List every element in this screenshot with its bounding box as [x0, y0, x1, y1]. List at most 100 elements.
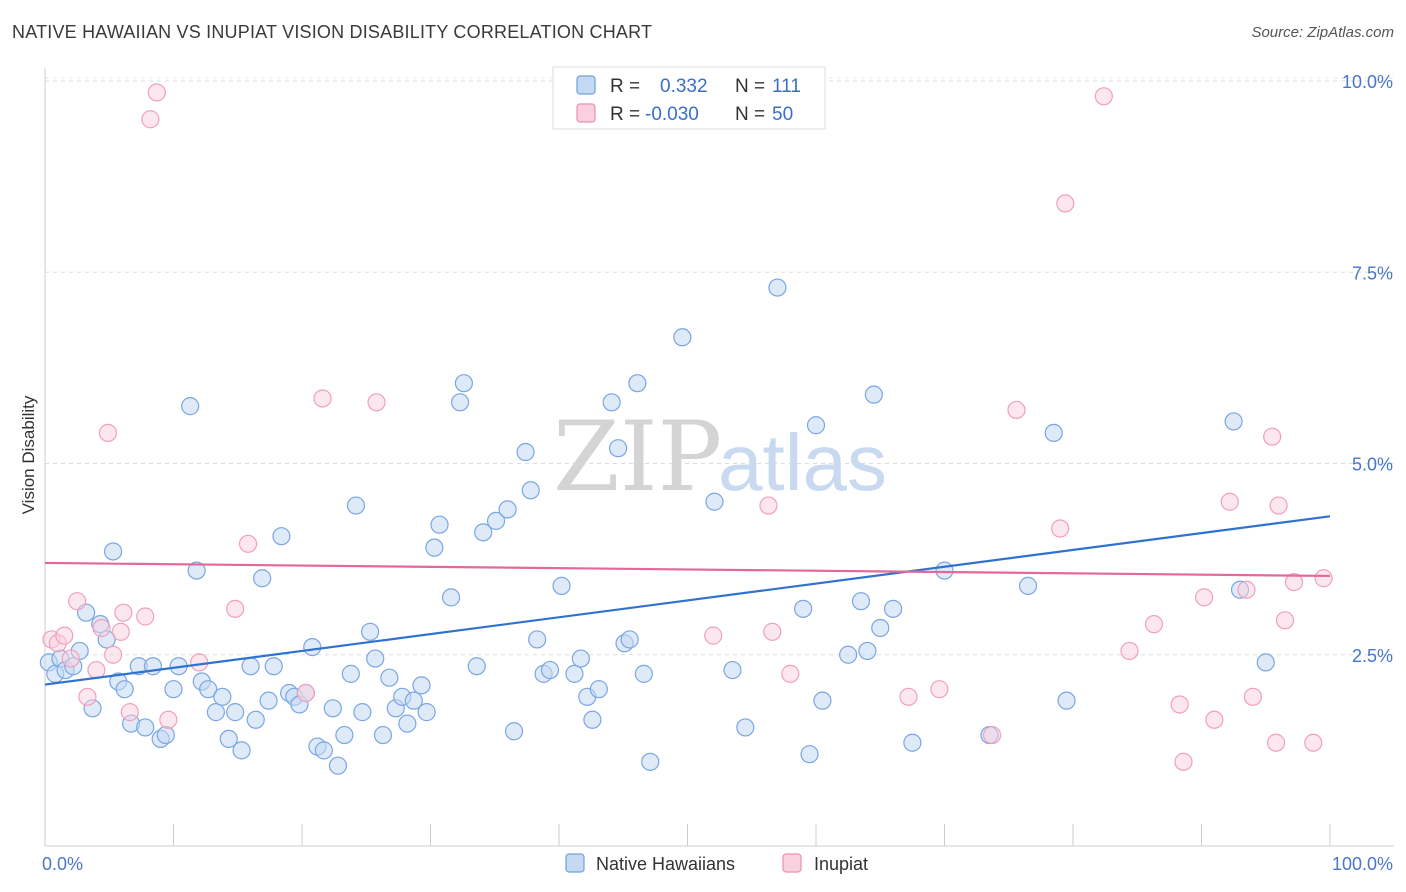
point-native-hawaiians-15 — [136, 718, 155, 737]
point-native-hawaiians-40 — [303, 637, 322, 657]
point-native-hawaiians-52 — [380, 668, 399, 687]
point-native-hawaiians-83 — [620, 630, 639, 649]
point-native-hawaiians-61 — [441, 588, 461, 607]
point-native-hawaiians-50 — [366, 649, 385, 668]
point-inupiat-36 — [1170, 695, 1189, 714]
stats-n-value: 111 — [772, 76, 801, 97]
point-native-hawaiians-64 — [467, 657, 486, 676]
x-tick-label-0: 0.0% — [42, 854, 83, 874]
gridlines — [45, 77, 1394, 656]
point-inupiat-27 — [899, 687, 918, 706]
point-inupiat-3 — [61, 649, 80, 668]
point-native-hawaiians-88 — [705, 492, 724, 511]
point-inupiat-16 — [159, 710, 178, 729]
point-inupiat-33 — [1094, 87, 1113, 106]
point-native-hawaiians-28 — [226, 703, 245, 722]
y-tick-label-2: 7.5% — [1352, 263, 1393, 283]
point-inupiat-37 — [1174, 752, 1193, 771]
stats-legend-box — [552, 66, 826, 130]
stats-r-label: R = — [610, 76, 640, 97]
point-native-hawaiians-73 — [540, 660, 560, 680]
chart-title: NATIVE HAWAIIAN VS INUPIAT VISION DISABI… — [12, 22, 653, 42]
legend-swatch-inupiat — [782, 853, 802, 873]
point-native-hawaiians-35 — [272, 527, 291, 546]
point-inupiat-17 — [190, 653, 209, 672]
point-native-hawaiians-48 — [353, 703, 372, 722]
point-native-hawaiians-91 — [768, 278, 787, 297]
point-native-hawaiians-110 — [1256, 653, 1275, 672]
stats-r-value: -0.030 — [645, 104, 699, 125]
point-native-hawaiians-63 — [454, 374, 474, 393]
point-inupiat-42 — [1243, 687, 1263, 706]
point-native-hawaiians-79 — [589, 680, 608, 699]
point-native-hawaiians-87 — [673, 328, 692, 347]
y-axis-label: Vision Disability — [19, 395, 38, 514]
point-native-hawaiians-106 — [1044, 423, 1063, 442]
point-inupiat-48 — [1304, 733, 1323, 752]
point-inupiat-19 — [238, 534, 258, 553]
point-native-hawaiians-33 — [259, 691, 278, 710]
point-native-hawaiians-102 — [903, 733, 922, 752]
stats-swatch-native-hawaiians — [576, 75, 596, 95]
point-native-hawaiians-12 — [115, 680, 134, 699]
stats-swatch-inupiat — [576, 103, 596, 123]
point-inupiat-11 — [114, 603, 133, 622]
point-native-hawaiians-85 — [634, 664, 653, 683]
point-native-hawaiians-74 — [552, 576, 571, 596]
point-native-hawaiians-57 — [412, 676, 431, 695]
point-native-hawaiians-66 — [486, 511, 506, 530]
point-native-hawaiians-29 — [232, 741, 251, 760]
legend-swatch-native-hawaiians — [565, 853, 585, 873]
point-inupiat-9 — [104, 645, 123, 664]
point-native-hawaiians-86 — [641, 752, 660, 771]
point-native-hawaiians-107 — [1057, 691, 1076, 710]
point-native-hawaiians-69 — [516, 442, 535, 462]
point-inupiat-44 — [1266, 733, 1286, 752]
point-inupiat-22 — [367, 393, 386, 412]
point-native-hawaiians-84 — [628, 374, 647, 393]
stats-r-value: 0.332 — [660, 76, 708, 97]
y-tick-label-1: 5.0% — [1352, 455, 1393, 475]
point-native-hawaiians-43 — [323, 699, 342, 718]
trend-line-native-hawaiians — [44, 515, 1331, 686]
stats-r-label: R = — [610, 104, 640, 125]
point-native-hawaiians-18 — [156, 725, 175, 745]
point-inupiat-46 — [1275, 611, 1295, 630]
point-native-hawaiians-59 — [425, 538, 444, 557]
point-inupiat-13 — [136, 607, 155, 626]
point-native-hawaiians-10 — [104, 542, 123, 561]
point-native-hawaiians-103 — [935, 561, 954, 580]
point-native-hawaiians-21 — [181, 397, 200, 416]
point-native-hawaiians-56 — [404, 691, 423, 710]
point-native-hawaiians-25 — [206, 703, 226, 722]
watermark-zip: ZIP — [553, 401, 722, 513]
point-native-hawaiians-99 — [864, 385, 883, 404]
point-inupiat-23 — [704, 626, 723, 645]
point-inupiat-20 — [296, 683, 315, 703]
tick-labels: 2.5% 5.0% 7.5% 10.0% 0.0% 100.0% — [42, 72, 1393, 874]
point-inupiat-35 — [1144, 615, 1164, 634]
point-inupiat-12 — [120, 703, 139, 722]
point-native-hawaiians-71 — [528, 630, 547, 649]
point-native-hawaiians-32 — [253, 569, 272, 588]
point-native-hawaiians-90 — [736, 718, 755, 737]
point-native-hawaiians-49 — [361, 622, 380, 641]
point-inupiat-24 — [759, 496, 778, 515]
point-inupiat-18 — [226, 599, 245, 618]
point-inupiat-15 — [147, 83, 166, 102]
legend-label-inupiat: Inupiat — [814, 854, 868, 874]
point-native-hawaiians-47 — [346, 496, 366, 515]
point-native-hawaiians-105 — [1018, 576, 1038, 596]
point-inupiat-38 — [1194, 588, 1214, 607]
point-native-hawaiians-97 — [851, 592, 871, 611]
point-native-hawaiians-78 — [583, 710, 602, 729]
point-native-hawaiians-44 — [328, 756, 348, 775]
x-tick-label-1: 100.0% — [1332, 854, 1393, 874]
point-inupiat-39 — [1205, 710, 1224, 729]
y-tick-label-0: 2.5% — [1352, 646, 1393, 666]
point-inupiat-5 — [78, 687, 97, 706]
point-native-hawaiians-81 — [609, 439, 628, 458]
point-inupiat-28 — [930, 680, 949, 699]
point-native-hawaiians-58 — [417, 703, 436, 722]
